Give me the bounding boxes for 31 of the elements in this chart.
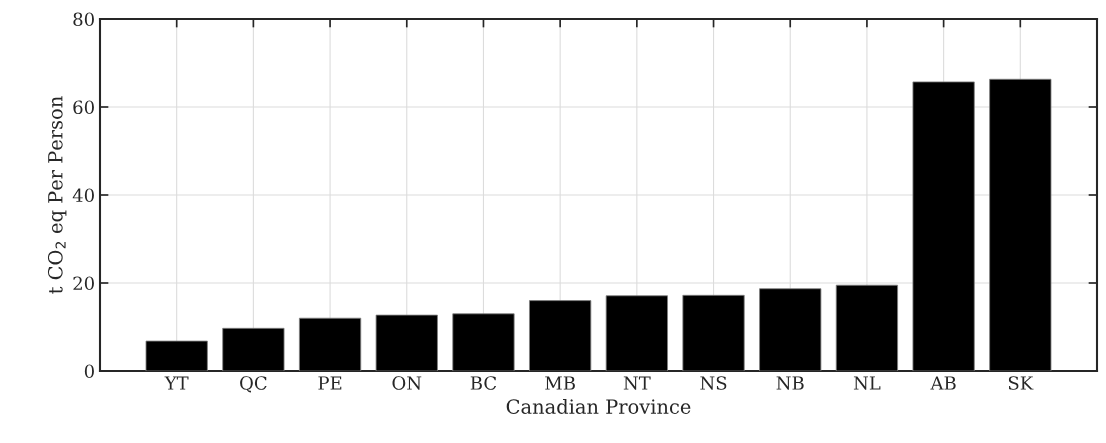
y-axis-title: t CO$_{2}$ eq Per Person [47, 96, 67, 294]
bar [605, 295, 668, 371]
x-tick-label: NT [623, 376, 651, 390]
bar [452, 313, 515, 371]
x-tick-label: NB [776, 376, 804, 390]
x-tick-label: PE [318, 376, 342, 390]
y-tick-label: 60 [73, 100, 94, 115]
x-tick-label: AB [930, 376, 956, 390]
bar [145, 340, 208, 371]
y-tick-label: 20 [73, 276, 94, 291]
y-tick-label: 80 [73, 12, 94, 27]
bar [759, 288, 822, 371]
bar [835, 284, 899, 371]
x-tick-label: YT [164, 376, 189, 390]
x-tick-label: MB [545, 376, 575, 390]
x-tick-label: SK [1008, 376, 1034, 390]
x-tick-label: BC [470, 376, 497, 390]
bar [989, 78, 1052, 371]
x-tick-label: NL [853, 376, 881, 390]
bar [529, 300, 592, 371]
x-tick-label: ON [392, 376, 422, 390]
x-tick-label: QC [240, 376, 267, 393]
y-tick-label: 0 [84, 364, 94, 379]
bar [298, 317, 362, 371]
x-tick-label: NS [700, 376, 727, 390]
y-tick-label: 40 [72, 188, 94, 203]
bar [682, 294, 745, 371]
bar [222, 327, 285, 371]
bar [375, 314, 438, 371]
bar [912, 81, 975, 371]
x-axis-title: Canadian Province [506, 398, 691, 414]
